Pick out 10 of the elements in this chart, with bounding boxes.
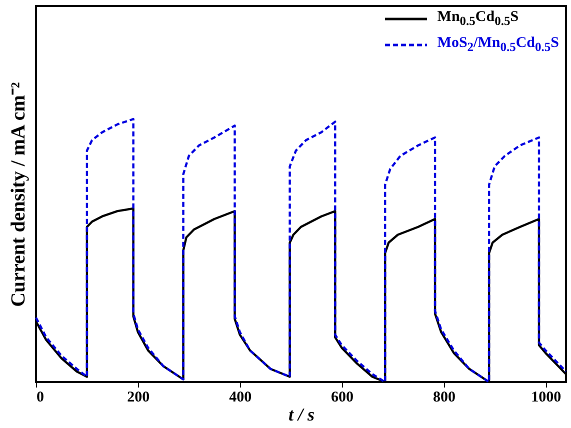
x-tick-label: 400 <box>229 390 252 406</box>
x-tick-label: 600 <box>331 390 354 406</box>
legend-label: Mn$_{0.5}$Cd$_{0.5}$S <box>437 9 519 29</box>
y-axis-title: Current density / mA cm⁻² <box>8 82 30 307</box>
x-tick-label: 1000 <box>531 390 562 406</box>
x-tick-label: 0 <box>36 390 44 406</box>
x-tick-label: 200 <box>127 390 150 406</box>
x-axis-title: t / s <box>288 404 315 424</box>
legend-label: MoS$_{2}$/Mn$_{0.5}$Cd$_{0.5}$S <box>437 35 559 55</box>
x-tick-label: 800 <box>432 390 456 406</box>
